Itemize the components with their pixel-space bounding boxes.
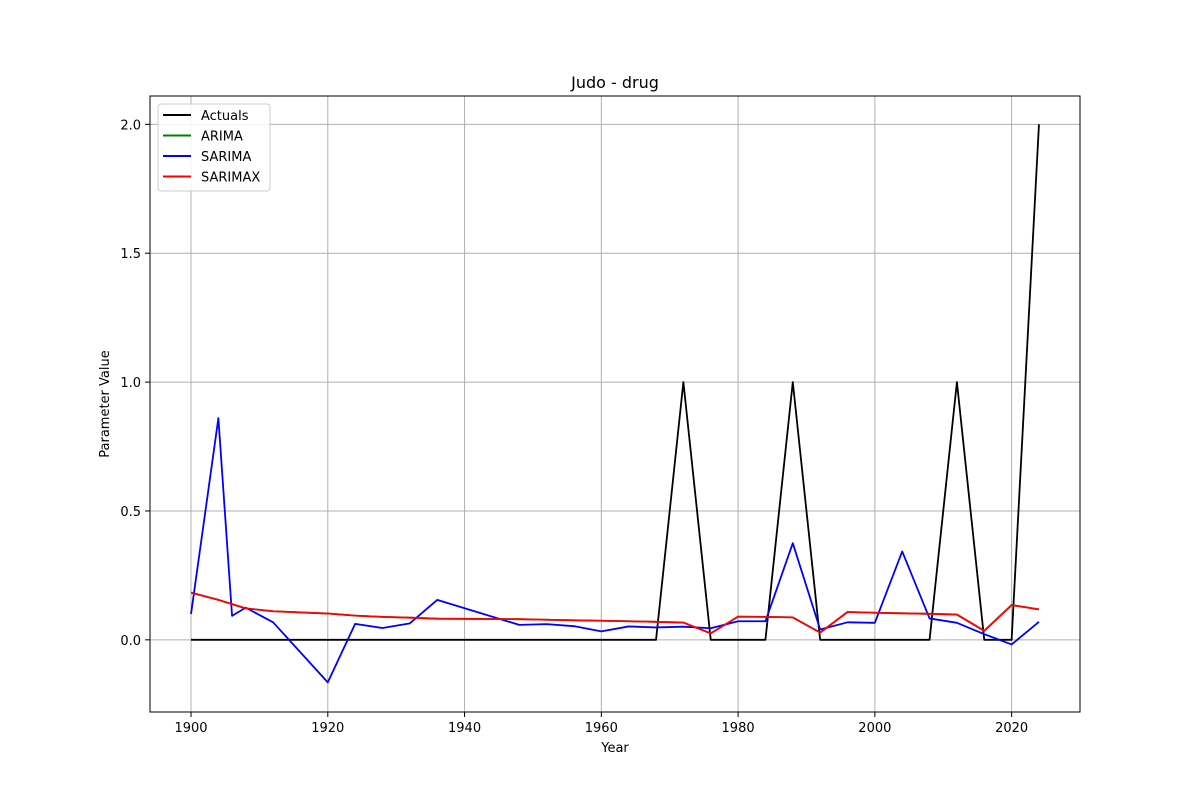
series-line-actuals xyxy=(191,124,1040,641)
x-tick-label: 2020 xyxy=(995,721,1028,736)
legend-label-arima: ARIMA xyxy=(201,130,243,145)
chart-title: Judo - drug xyxy=(570,73,659,92)
x-tick-label: 1960 xyxy=(585,721,618,736)
legend-label-sarimax: SARIMAX xyxy=(201,171,260,186)
y-axis-label: Parameter Value xyxy=(98,350,113,457)
series-lines xyxy=(190,124,1040,684)
legend-label-sarima: SARIMA xyxy=(201,150,251,165)
legend: Actuals ARIMA SARIMA SARIMAX xyxy=(157,103,271,192)
legend-box xyxy=(157,103,271,192)
x-tick-label: 1920 xyxy=(311,721,344,736)
legend-label-actuals: Actuals xyxy=(201,109,249,124)
series-line-sarima xyxy=(190,417,1040,684)
y-tick-label: 2.0 xyxy=(120,118,141,133)
x-tick-label: 2000 xyxy=(858,721,891,736)
series-line-sarimax xyxy=(190,591,1040,635)
axis-ticks: 1900 1920 1940 1960 1980 2000 2020 0.0 0.5 1.0 1.5… xyxy=(120,118,1028,736)
y-tick-label: 1.5 xyxy=(120,247,141,262)
y-tick-label: 0.0 xyxy=(120,634,141,649)
x-tick-label: 1940 xyxy=(448,721,481,736)
plot-frame xyxy=(149,95,1081,713)
y-tick-label: 1.0 xyxy=(120,376,141,391)
x-tick-label: 1980 xyxy=(722,721,755,736)
x-axis-label: Year xyxy=(600,741,629,756)
y-tick-label: 0.5 xyxy=(120,505,141,520)
x-tick-label: 1900 xyxy=(174,721,207,736)
